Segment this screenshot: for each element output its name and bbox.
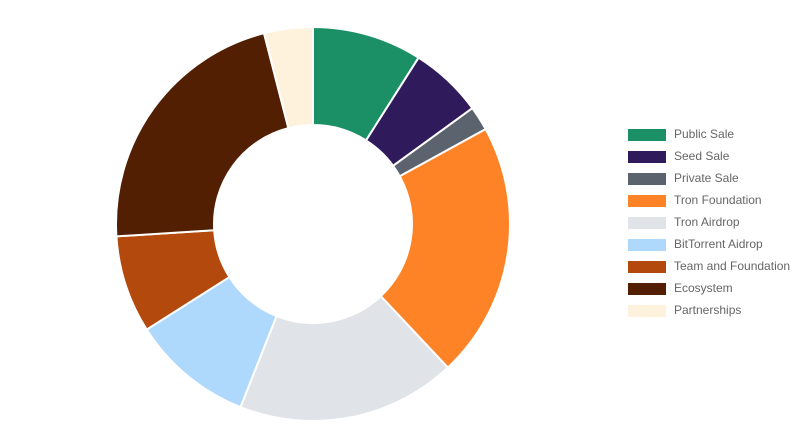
legend-swatch <box>628 283 666 295</box>
legend-swatch <box>628 305 666 317</box>
legend-label: Ecosystem <box>674 281 733 295</box>
legend-label: Private Sale <box>674 171 739 185</box>
legend-swatch <box>628 195 666 207</box>
legend-label: Partnerships <box>674 303 741 317</box>
legend-swatch <box>628 129 666 141</box>
legend-swatch <box>628 239 666 251</box>
slice <box>262 25 314 130</box>
legend-label: BitTorrent Aidrop <box>674 237 763 251</box>
legend-label: Team and Foundation <box>674 259 790 273</box>
legend-label: Tron Foundation <box>674 193 762 207</box>
legend-swatch <box>628 151 666 163</box>
legend-swatch <box>628 217 666 229</box>
legend-swatch <box>628 261 666 273</box>
slice <box>239 294 450 422</box>
legend-swatch <box>628 173 666 185</box>
legend-label: Tron Airdrop <box>674 215 740 229</box>
slice <box>379 127 511 370</box>
legend-label: Public Sale <box>674 127 734 141</box>
slice <box>115 31 290 238</box>
legend-label: Seed Sale <box>674 149 730 163</box>
